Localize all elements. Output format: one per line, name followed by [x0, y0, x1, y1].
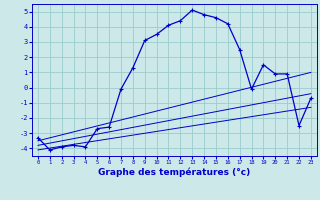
X-axis label: Graphe des températures (°c): Graphe des températures (°c) [98, 168, 251, 177]
